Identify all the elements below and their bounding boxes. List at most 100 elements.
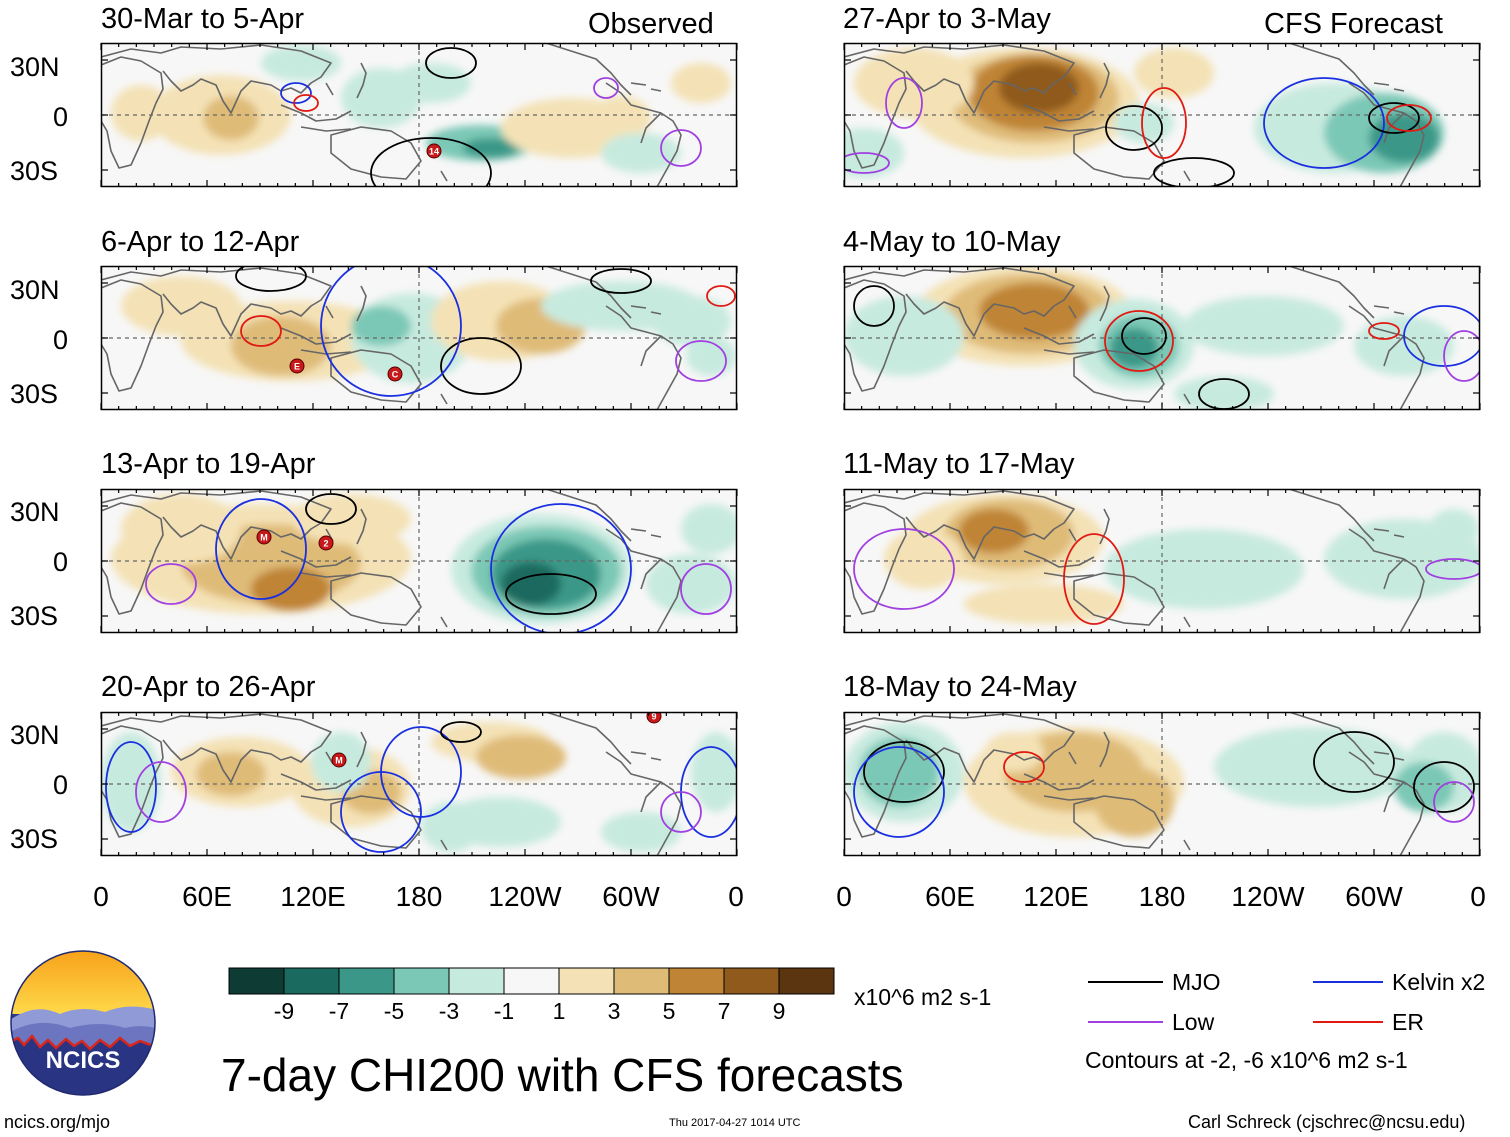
y-label-30s-p7: 30S [10,824,59,854]
map-panel-2 [843,42,1481,188]
coastline [545,43,632,96]
y-label-0-p5: 0 [53,547,69,577]
coastline [1348,528,1425,633]
colorbar-swatch [613,967,670,995]
coastline [330,795,422,849]
coastline [1288,712,1375,765]
coastline [844,502,907,615]
coastline [844,267,1075,337]
contour-mjo [853,285,895,327]
coastline [1348,751,1425,856]
x-label-120w-left: 120W [488,881,562,912]
legend-label-kelvin: Kelvin x2 [1392,969,1486,995]
anomaly-area [421,802,481,852]
anomaly-area [501,562,561,606]
contour-kel [105,741,157,833]
map-panel-5: M2 [100,488,738,634]
coastline [1183,170,1191,182]
coastline [101,490,332,560]
coastline [1348,305,1425,410]
coastline [630,305,662,315]
coastline [605,82,682,187]
map-panel-3: EC [100,265,738,411]
colorbar-label-8: 5 [662,998,676,1024]
panel-title-7: 20-Apr to 26-Apr [101,671,316,703]
contour-low [135,761,187,823]
anomaly-area [1369,113,1439,163]
x-label-60e-right: 60E [925,881,975,912]
coastline [844,490,1075,560]
coastline [1373,305,1405,315]
x-label-0-left: 0 [93,881,109,912]
anomaly-area [671,63,731,103]
x-label-120w-right: 120W [1231,881,1305,912]
site-link[interactable]: ncics.org/mjo [4,1112,111,1132]
contour-er [293,94,319,112]
map-panel-7: M9 [100,711,738,857]
observed-label: Observed [588,8,714,40]
colorbar [228,967,835,995]
y-label-30n-p5: 30N [10,497,60,527]
coastline [280,550,352,578]
anomaly-area [1104,529,1304,609]
colorbar-swatch [503,967,560,995]
ncics-logo: NCICS [10,950,156,1096]
coastline [101,56,164,169]
coastline [630,751,662,761]
legend-label-er: ER [1392,1009,1424,1035]
contour-mjo [590,268,652,294]
contour-mjo [440,337,522,395]
contour-low [853,528,955,610]
contour-er [1104,310,1174,372]
coastline [1073,126,1165,180]
anomaly-area [231,316,331,376]
coastline [844,44,1075,114]
colorbar-label-4: -3 [438,998,460,1024]
coastline [325,285,367,322]
y-label-0-p3: 0 [53,325,69,355]
colorbar-label-5: -1 [493,998,515,1024]
anomaly-area [844,296,964,376]
anomaly-area [1354,316,1454,376]
contour-mjo [1105,105,1163,151]
colorbar-swatch [778,967,835,995]
coastline [1068,62,1110,99]
contour-er [1063,533,1125,625]
anomaly-area [1429,509,1479,549]
contour-low [680,563,732,615]
coastline [1288,489,1375,542]
anomaly-area [1184,296,1344,356]
contour-low [844,152,890,174]
y-label-30n-p7: 30N [10,720,60,750]
panel-title-2: 27-Apr to 3-May [843,3,1051,35]
anomaly-area [541,281,701,331]
contour-er [706,285,736,307]
panel-title-4: 4-May to 10-May [843,226,1061,258]
contour-low [675,340,727,382]
svg-text:M: M [335,756,343,766]
map-panel-8 [843,711,1481,857]
storm-marker: 14 [426,143,442,159]
colorbar-swatch [393,967,450,995]
coastline [440,170,448,182]
coastline [1023,104,1095,132]
map-panel-1: 14 [100,42,738,188]
x-label-180-right: 180 [1138,881,1186,912]
contour-low [885,77,923,129]
colorbar-swatch [668,967,725,995]
contour-mjo [1313,731,1395,793]
svg-text:9: 9 [651,712,656,722]
colorbar-label-1: -9 [273,998,295,1024]
coastline [330,572,422,626]
anomaly-area [251,567,331,611]
coastline [101,267,332,337]
panel-title-5: 13-Apr to 19-Apr [101,448,316,480]
coastline [844,725,907,838]
legend-note: Contours at -2, -6 x10^6 m2 s-1 [1085,1047,1408,1073]
contour-kel [380,726,462,818]
coastline [1068,731,1110,768]
contour-mjo [305,493,357,525]
coastline [1288,43,1375,96]
coastline [844,713,1075,783]
coastline [545,712,632,765]
